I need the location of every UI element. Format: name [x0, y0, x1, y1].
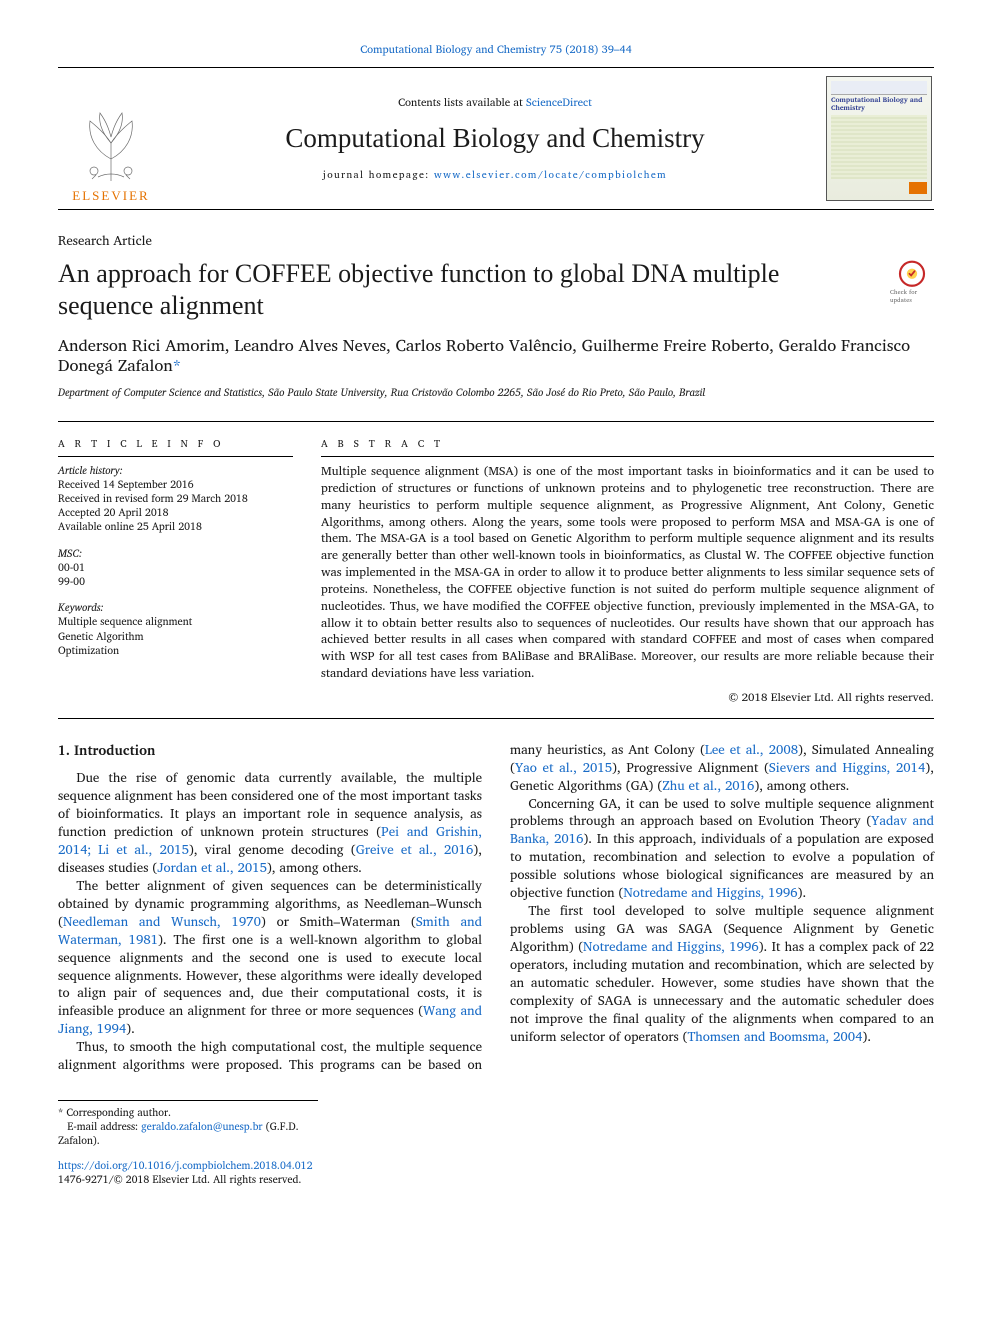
doi-block: https://doi.org/10.1016/j.compbiolchem.2…: [58, 1158, 934, 1186]
top-citation: Computational Biology and Chemistry 75 (…: [58, 42, 934, 57]
keyword: Optimization: [58, 643, 293, 657]
publisher-logo-block: ELSEVIER: [58, 68, 168, 209]
crossmark-badge[interactable]: Check for updates: [890, 260, 934, 304]
msc-label: MSC:: [58, 546, 293, 560]
article-type-label: Research Article: [58, 232, 934, 250]
abstract-heading: A B S T R A C T: [321, 438, 934, 452]
footnotes: * Corresponding author. E-mail address: …: [58, 1100, 318, 1148]
divider: [58, 456, 293, 457]
journal-name: Computational Biology and Chemistry: [176, 120, 814, 157]
author-list: Anderson Rici Amorim, Leandro Alves Neve…: [58, 336, 934, 377]
abstract-column: A B S T R A C T Multiple sequence alignm…: [321, 438, 934, 705]
divider: [321, 456, 934, 457]
email-line: E-mail address: geraldo.zafalon@unesp.br…: [58, 1119, 318, 1147]
body-paragraph: The first tool developed to solve multip…: [510, 902, 934, 1046]
body-paragraph: The better alignment of given sequences …: [58, 877, 482, 1038]
journal-cover-thumbnail: Computational Biology and Chemistry: [826, 76, 932, 201]
copyright-line: © 2018 Elsevier Ltd. All rights reserved…: [321, 690, 934, 706]
corresponding-author-mark: *: [173, 352, 181, 379]
email-link[interactable]: geraldo.zafalon@unesp.br: [141, 1117, 262, 1135]
history-online: Available online 25 April 2018: [58, 519, 293, 533]
citation-link[interactable]: Thomsen and Boomsma, 2004: [687, 1025, 862, 1047]
publisher-wordmark: ELSEVIER: [72, 187, 149, 205]
crossmark-label: Check for updates: [890, 288, 934, 305]
sciencedirect-link[interactable]: ScienceDirect: [526, 93, 592, 111]
elsevier-tree-icon: [76, 99, 146, 185]
article-info-heading: A R T I C L E I N F O: [58, 438, 293, 452]
divider: [58, 421, 934, 422]
journal-masthead: ELSEVIER Contents lists available at Sci…: [58, 67, 934, 210]
msc-code: 00-01: [58, 560, 293, 574]
journal-homepage-link[interactable]: www.elsevier.com/locate/compbiolchem: [434, 167, 667, 183]
citation-link[interactable]: Greive et al., 2016: [356, 838, 474, 860]
crossmark-icon: [896, 260, 928, 287]
article-body: 1. Introduction Due the rise of genomic …: [58, 741, 934, 1074]
divider: [58, 718, 934, 719]
affiliation: Department of Computer Science and Stati…: [58, 385, 934, 399]
journal-homepage-line: journal homepage: www.elsevier.com/locat…: [176, 169, 814, 183]
article-title: An approach for COFFEE objective functio…: [58, 258, 872, 321]
body-paragraph: Due the rise of genomic data currently a…: [58, 769, 482, 877]
issn-copyright: 1476-9271/© 2018 Elsevier Ltd. All right…: [58, 1172, 934, 1186]
msc-code: 99-00: [58, 574, 293, 588]
body-paragraph: Concerning GA, it can be used to solve m…: [510, 795, 934, 903]
contents-lists-line: Contents lists available at ScienceDirec…: [176, 95, 814, 110]
abstract-text: Multiple sequence alignment (MSA) is one…: [321, 463, 934, 682]
section-heading-introduction: 1. Introduction: [58, 741, 482, 759]
article-info-column: A R T I C L E I N F O Article history: R…: [58, 438, 293, 705]
